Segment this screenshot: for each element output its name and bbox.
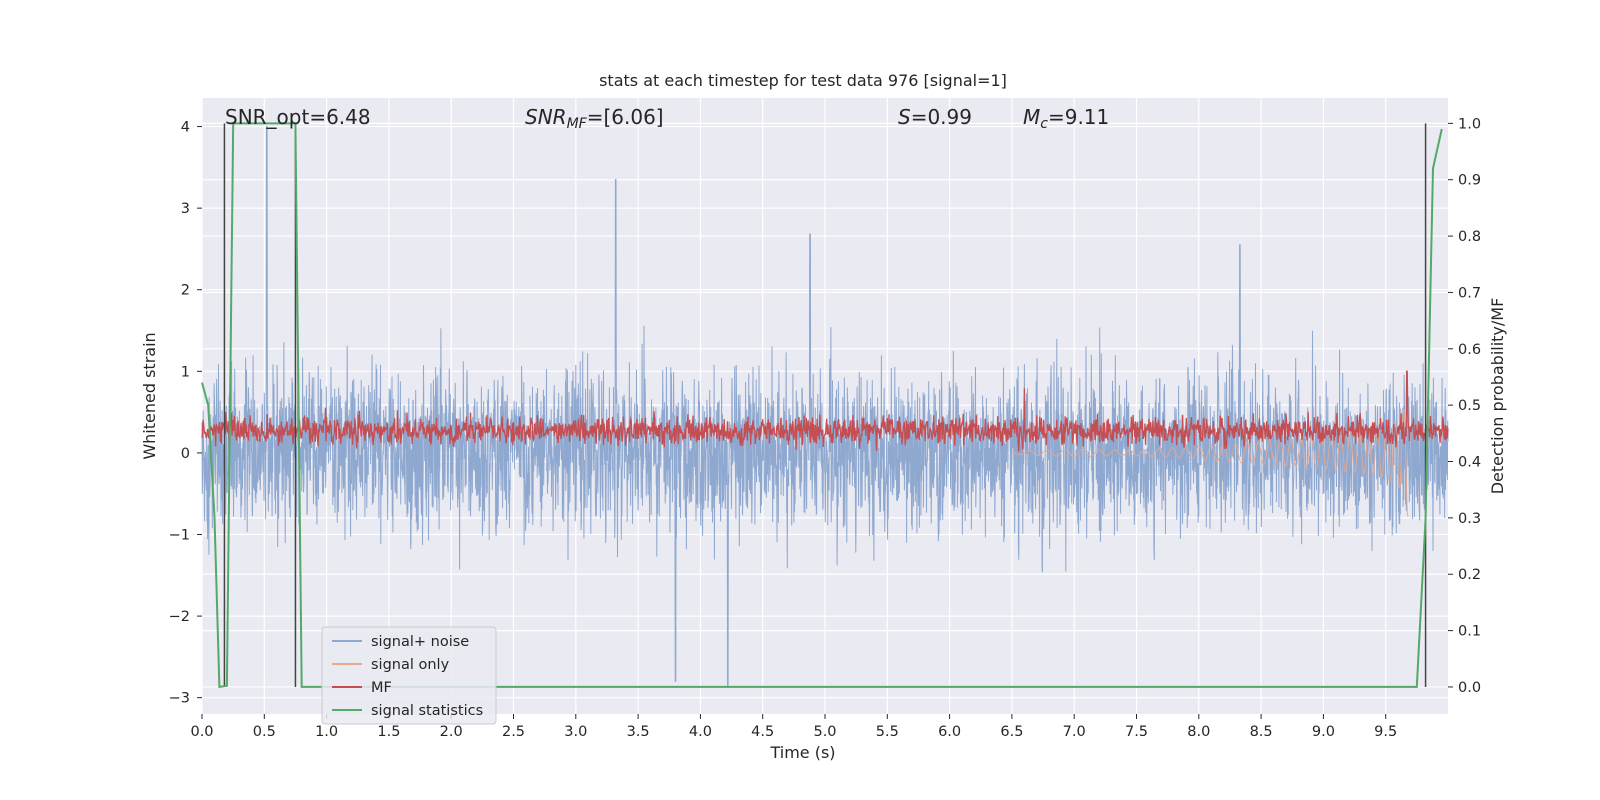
y2-tick-label: 0.1 (1458, 624, 1481, 640)
x-tick-label: 2.0 (440, 724, 463, 740)
annotation-snr-opt: SNR_opt=6.48 (225, 105, 371, 129)
noise-line (201, 126, 1449, 686)
y2-axis-label: Detection probability/MF (1488, 298, 1507, 495)
legend-label-mf: MF (371, 680, 392, 696)
series-signal-plus-noise (201, 126, 1449, 686)
y-tick-label: 2 (181, 283, 190, 299)
x-tick-label: 3.5 (627, 724, 650, 740)
x-tick-label: 1.5 (377, 724, 400, 740)
annotation-mc-value: Mc=9.11 (1023, 105, 1109, 132)
legend: signal+ noise signal only MF signal stat… (321, 626, 497, 725)
y2-tick-label: 0.6 (1458, 342, 1481, 358)
x-tick-label: 1.0 (315, 724, 338, 740)
series-signal-statistics (201, 122, 1443, 689)
x-tick-label: 7.0 (1063, 724, 1086, 740)
y2-tick-label: 0.5 (1458, 398, 1481, 414)
legend-label-signal-only: signal only (371, 657, 450, 673)
y2-tick-label: 0.4 (1458, 455, 1481, 471)
x-tick-label: 4.0 (689, 724, 712, 740)
y2-tick-label: 0.9 (1458, 173, 1481, 189)
y2-tick-label: 1.0 (1458, 116, 1481, 132)
x-axis-ticks: 0.0 0.5 1.0 1.5 2.0 2.5 3.0 3.5 4.0 4.5 5.0 5.5 6.0 6… (190, 714, 1397, 740)
y-tick-label: 3 (181, 201, 190, 217)
x-tick-label: 3.0 (564, 724, 587, 740)
chart-title: stats at each timestep for test data 976… (599, 71, 1007, 90)
series-signal-only (1011, 408, 1409, 517)
y-tick-label: −3 (169, 691, 190, 707)
y2-tick-label: 0.2 (1458, 567, 1481, 583)
legend-label-signal-plus-noise: signal+ noise (371, 634, 469, 650)
x-tick-label: 8.0 (1187, 724, 1210, 740)
mf-line (201, 370, 1449, 452)
annotation-s-value: S=0.99 (898, 105, 972, 129)
y2-axis-ticks: 0.0 0.1 0.2 0.3 0.4 0.5 0.6 0.7 0.8 0.9 1.0 (1448, 116, 1481, 696)
x-tick-label: 8.5 (1250, 724, 1273, 740)
x-tick-label: 2.5 (502, 724, 525, 740)
legend-label-signal-statistics: signal statistics (371, 703, 483, 719)
x-tick-label: 6.5 (1000, 724, 1023, 740)
x-tick-label: 0.5 (253, 724, 276, 740)
series-mf (201, 370, 1449, 452)
x-tick-label: 5.0 (813, 724, 836, 740)
y2-tick-label: 0.3 (1458, 511, 1481, 527)
y-tick-label: 0 (181, 446, 190, 462)
x-tick-label: 5.5 (876, 724, 899, 740)
y-tick-label: 4 (181, 120, 190, 136)
y-axis-label: Whitened strain (140, 332, 159, 459)
signal-statistics-line (201, 122, 1443, 689)
y-tick-label: 1 (181, 364, 190, 380)
x-tick-label: 9.5 (1374, 724, 1397, 740)
y-axis-ticks: −3 −2 −1 0 1 2 3 4 (169, 120, 202, 707)
signal-only-line (1011, 408, 1409, 517)
x-tick-label: 7.5 (1125, 724, 1148, 740)
x-tick-label: 6.0 (938, 724, 961, 740)
y2-tick-label: 0.8 (1458, 229, 1481, 245)
y-tick-label: −2 (169, 609, 190, 625)
x-tick-label: 0.0 (190, 724, 213, 740)
y2-tick-label: 0.7 (1458, 285, 1481, 301)
x-tick-label: 4.5 (751, 724, 774, 740)
legend-box (321, 626, 497, 725)
x-axis-label: Time (s) (769, 743, 835, 762)
annotation-snr-mf: SNRMF=[6.06] (525, 105, 664, 132)
x-tick-label: 9.0 (1312, 724, 1335, 740)
y-tick-label: −1 (169, 528, 190, 544)
y2-tick-label: 0.0 (1458, 680, 1481, 696)
